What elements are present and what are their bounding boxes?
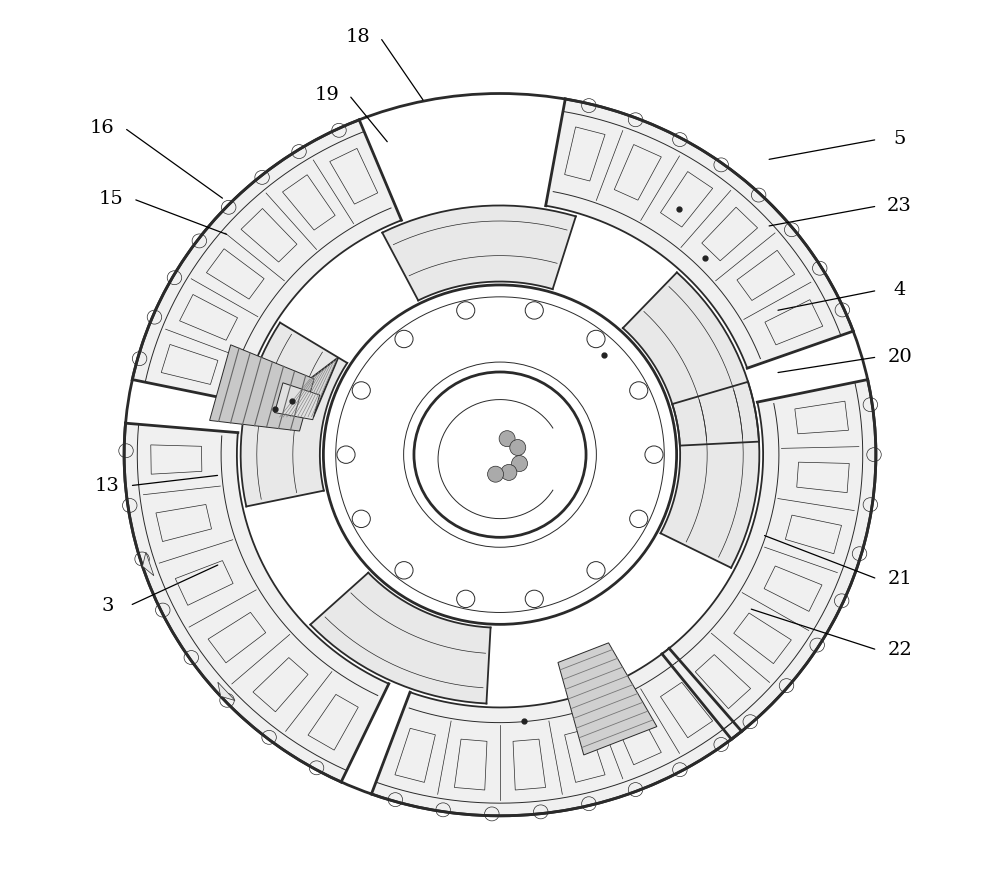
Circle shape — [510, 440, 526, 456]
Polygon shape — [623, 273, 759, 446]
Text: 15: 15 — [99, 190, 123, 208]
Polygon shape — [210, 345, 314, 431]
Polygon shape — [143, 552, 154, 575]
Polygon shape — [132, 120, 401, 402]
Text: 16: 16 — [90, 119, 115, 137]
Text: 22: 22 — [887, 641, 912, 659]
Polygon shape — [218, 682, 235, 701]
Polygon shape — [546, 99, 853, 369]
Circle shape — [512, 456, 528, 472]
Text: 13: 13 — [95, 477, 120, 495]
Text: 5: 5 — [893, 131, 906, 148]
Polygon shape — [275, 383, 320, 420]
Polygon shape — [278, 358, 338, 417]
Polygon shape — [382, 205, 576, 300]
Text: 19: 19 — [314, 86, 339, 104]
Circle shape — [488, 466, 504, 482]
Text: 4: 4 — [893, 281, 906, 299]
Polygon shape — [124, 424, 389, 782]
Text: 18: 18 — [346, 28, 370, 46]
Circle shape — [501, 464, 517, 480]
Text: 23: 23 — [887, 197, 912, 215]
Polygon shape — [371, 648, 742, 816]
Polygon shape — [661, 382, 759, 567]
Polygon shape — [558, 643, 657, 755]
Polygon shape — [662, 379, 876, 739]
Text: 20: 20 — [887, 348, 912, 366]
Text: 21: 21 — [887, 570, 912, 588]
Polygon shape — [310, 573, 491, 703]
Circle shape — [499, 431, 515, 447]
Polygon shape — [241, 322, 347, 506]
Text: 3: 3 — [101, 597, 114, 614]
